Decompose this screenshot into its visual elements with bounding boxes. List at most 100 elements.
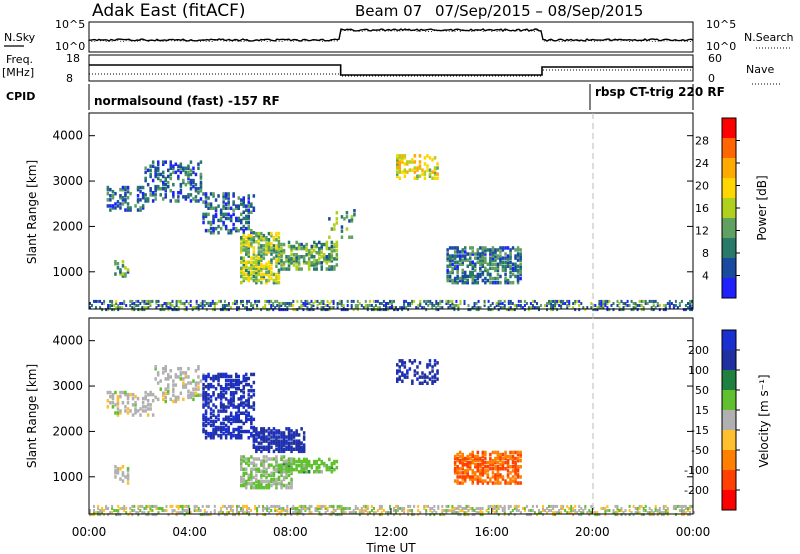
data-cell [242, 467, 245, 471]
ground-scatter-cell [566, 504, 569, 508]
data-cell [302, 244, 306, 249]
data-cell [229, 206, 233, 210]
data-cell [229, 391, 233, 395]
ground-scatter-cell [691, 306, 693, 310]
ground-scatter-cell [278, 504, 281, 508]
data-cell [486, 278, 490, 283]
ground-scatter-cell [133, 302, 136, 305]
ground-scatter-cell [121, 507, 124, 510]
ground-scatter-cell [227, 308, 230, 312]
data-cell [267, 443, 271, 447]
ground-scatter-cell [300, 511, 303, 515]
data-cell [516, 456, 520, 461]
data-cell [506, 458, 510, 463]
ground-scatter-cell [276, 509, 279, 512]
colorbar-swatch [722, 330, 736, 351]
data-cell [305, 246, 308, 251]
data-cell [300, 255, 303, 259]
data-cell [252, 427, 256, 431]
ground-scatter-cell [405, 299, 408, 303]
data-cell [136, 200, 140, 204]
ground-scatter-cell [463, 507, 466, 510]
ground-scatter-cell [111, 507, 114, 510]
ground-scatter-cell [101, 511, 104, 515]
data-cell [315, 461, 318, 466]
data-cell [401, 158, 404, 162]
data-cell [461, 465, 464, 469]
data-cell [275, 435, 278, 439]
ground-scatter-cell [548, 302, 550, 305]
data-cell [247, 224, 250, 229]
data-cell [302, 431, 306, 435]
data-cell [245, 413, 248, 417]
data-cell [235, 436, 238, 440]
data-cell [396, 156, 399, 160]
ground-scatter-cell [169, 302, 172, 305]
ground-scatter-cell [610, 304, 613, 307]
data-cell [169, 375, 172, 379]
data-cell [252, 231, 256, 235]
data-cell [494, 250, 497, 254]
data-cell [116, 467, 120, 471]
ground-scatter-cell [97, 507, 100, 510]
ground-scatter-cell [320, 513, 323, 517]
data-cell [305, 459, 308, 464]
data-cell [499, 250, 502, 254]
data-cell [416, 166, 419, 170]
data-cell [453, 276, 457, 281]
data-cell [496, 481, 500, 485]
ground-scatter-cell [268, 511, 271, 515]
ground-scatter-cell [310, 299, 313, 303]
ground-scatter-cell [364, 299, 367, 303]
data-cell [464, 246, 467, 250]
ground-scatter-cell [240, 299, 242, 303]
data-cell [144, 394, 147, 399]
data-cell [272, 473, 276, 478]
ground-scatter-cell [227, 504, 230, 508]
ground-scatter-cell [221, 511, 224, 515]
ground-scatter-cell [620, 299, 623, 303]
data-cell [237, 387, 240, 391]
data-cell [157, 187, 160, 191]
data-cell [494, 268, 497, 273]
ground-scatter-cell [487, 507, 490, 510]
data-cell [149, 390, 152, 395]
data-cell [214, 419, 218, 424]
data-cell [479, 463, 482, 467]
ground-scatter-cell [473, 306, 476, 310]
data-cell [270, 246, 273, 250]
data-cell [353, 209, 356, 213]
data-cell [177, 164, 180, 168]
ground-scatter-cell [350, 306, 353, 310]
data-cell [295, 459, 298, 464]
data-cell [114, 465, 117, 469]
ground-scatter-cell [525, 504, 528, 508]
data-cell [250, 231, 253, 235]
data-cell [267, 274, 271, 279]
data-cell [272, 244, 276, 248]
ground-scatter-cell [203, 304, 206, 307]
data-cell [323, 242, 326, 247]
data-cell [209, 419, 213, 424]
data-cell [280, 250, 283, 255]
data-cell [494, 481, 497, 485]
data-cell [169, 176, 172, 181]
data-cell [235, 391, 238, 395]
data-cell [302, 445, 306, 449]
data-cell [250, 266, 253, 271]
data-cell [257, 481, 261, 486]
data-cell [169, 164, 172, 168]
data-cell [202, 374, 205, 379]
data-cell [209, 395, 213, 399]
data-cell [302, 435, 306, 439]
ground-scatter-cell [115, 299, 118, 303]
data-cell [240, 457, 243, 461]
colorbar-swatch [722, 218, 736, 239]
ground-scatter-cell [244, 306, 246, 310]
data-cell [116, 396, 120, 401]
ground-scatter-cell [264, 306, 267, 310]
data-cell [275, 274, 278, 279]
data-cell [433, 176, 437, 180]
data-cell [494, 254, 497, 258]
data-cell [335, 240, 339, 245]
